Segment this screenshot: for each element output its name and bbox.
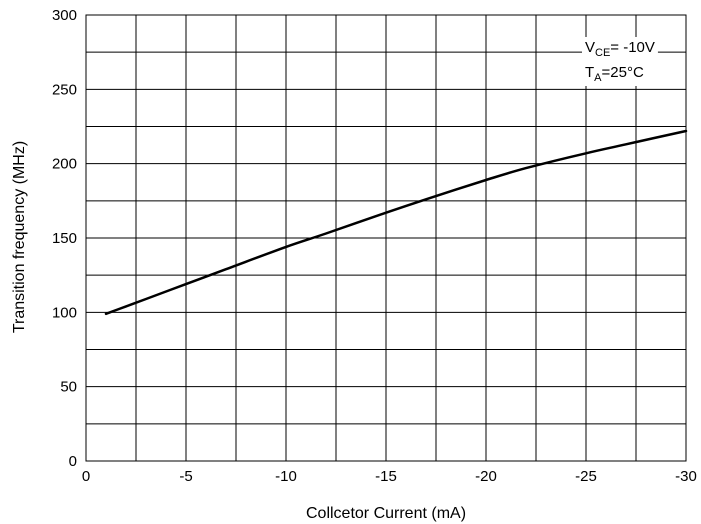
x-tick-label: -30 [675, 468, 697, 485]
x-axis-label: Collcetor Current (mA) [306, 505, 466, 522]
vce-annotation: VCE= -10V [585, 39, 655, 59]
vce-subscript: CE [595, 47, 610, 59]
x-tick-label: 0 [82, 468, 90, 485]
y-axis-label: Transition frequency (MHz) [11, 141, 28, 333]
y-tick-label: 0 [69, 453, 77, 470]
y-tick-label: 50 [60, 379, 77, 396]
y-tick-label: 250 [52, 81, 77, 98]
ta-annotation: TA=25°C [585, 64, 644, 84]
series-line [104, 129, 688, 316]
y-tick-label: 100 [52, 304, 77, 321]
y-tick-label: 300 [52, 7, 77, 24]
plot-frame [85, 14, 687, 462]
x-tick-label: -25 [575, 468, 597, 485]
ta-subscript: A [594, 72, 602, 84]
annotation-backdrop [582, 37, 658, 86]
vce-value: = -10V [610, 39, 655, 56]
tick-labels: 0 -5 -10 -15 -20 -25 -30 0 50 100 150 200 250 300 [52, 7, 697, 485]
x-tick-label: -15 [375, 468, 397, 485]
y-tick-label: 200 [52, 156, 77, 173]
x-tick-label: -5 [179, 468, 192, 485]
ta-value: =25°C [602, 64, 644, 81]
ta-symbol: T [585, 64, 594, 81]
x-tick-label: -10 [275, 468, 297, 485]
vce-symbol: V [585, 39, 595, 56]
x-tick-label: -20 [475, 468, 497, 485]
y-tick-label: 150 [52, 230, 77, 247]
conditions-annotation: VCE= -10V TA=25°C [582, 37, 658, 86]
